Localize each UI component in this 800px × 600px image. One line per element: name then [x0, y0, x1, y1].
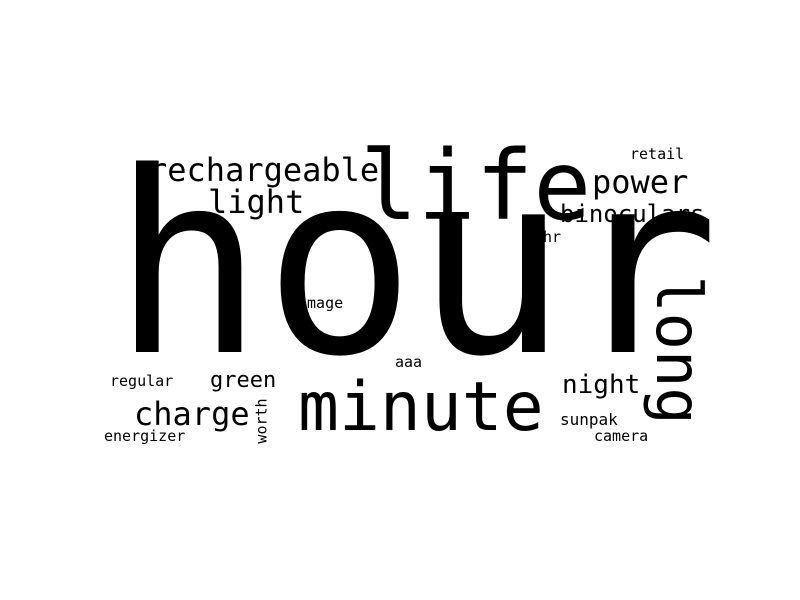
word-retail: retail	[630, 145, 685, 163]
word-green: green	[210, 368, 277, 393]
word-rechargeable: rechargeable	[148, 151, 380, 189]
word-life: life	[360, 130, 592, 242]
word-camera: camera	[594, 427, 649, 445]
word-night: night	[562, 370, 641, 400]
word-energizer: energizer	[104, 427, 186, 445]
word-aaa: aaa	[395, 353, 423, 371]
word-charge: charge	[134, 395, 250, 433]
word-long: long	[642, 275, 715, 425]
word-minute: minute	[298, 368, 544, 447]
word-worth: worth	[252, 398, 271, 444]
word-binoculars: binoculars	[560, 200, 705, 228]
word-image: image	[298, 294, 344, 312]
word-power: power	[592, 163, 689, 201]
word-sunpak: sunpak	[560, 410, 618, 429]
word-hour: hour	[112, 119, 719, 412]
word-light: light	[208, 183, 305, 221]
word-regular: regular	[110, 372, 174, 390]
word-hr: hr	[543, 228, 562, 246]
